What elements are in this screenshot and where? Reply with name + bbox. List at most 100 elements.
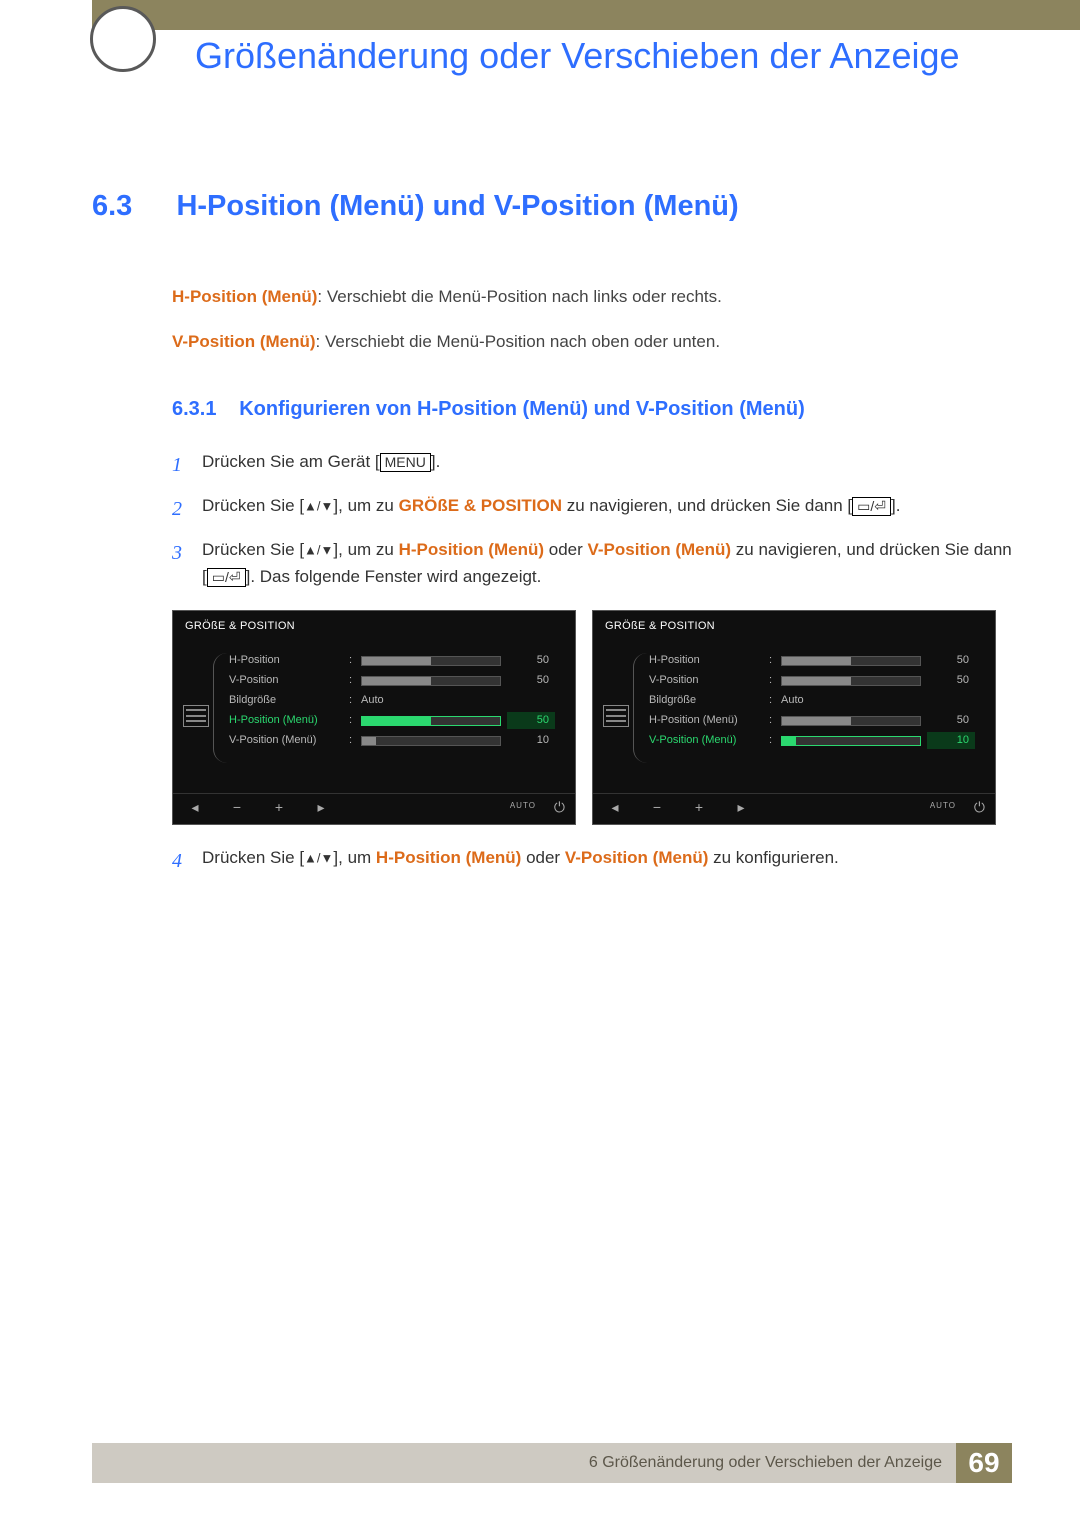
step-1-pre: Drücken Sie am Gerät [ — [202, 452, 380, 471]
step-2-post1: zu navigieren, und drücken Sie dann [ — [562, 496, 852, 515]
osd-vpos-value: 50 — [927, 672, 975, 690]
osd-row-hpos: H-Position: 50 — [643, 651, 981, 671]
subsection-title: Konfigurieren von H-Position (Menü) und … — [239, 398, 805, 420]
select-enter-icon: ▭/⏎ — [207, 568, 246, 587]
nav-target: GRÖßE & POSITION — [399, 496, 562, 515]
term-v-position: V-Position (Menü) — [172, 332, 316, 351]
osd-row-vpos: V-Position: 50 — [223, 671, 561, 691]
osd-vmenu-slider — [361, 736, 501, 746]
subsection-heading: 6.3.1 Konfigurieren von H-Position (Menü… — [172, 393, 1012, 425]
osd-vmenu-value: 10 — [507, 732, 555, 750]
updown-icon: ▲/▼ — [304, 499, 333, 514]
osd-plus-icon: + — [687, 796, 711, 818]
step-2-pre: Drücken Sie [ — [202, 496, 304, 515]
osd-row-vpos: V-Position: 50 — [643, 671, 981, 691]
section: 6.3 H-Position (Menü) und V-Position (Me… — [92, 190, 1012, 889]
footer-caption: 6 Größenänderung oder Verschieben der An… — [92, 1443, 956, 1483]
osd-size-value: Auto — [361, 692, 561, 710]
desc-h-position: : Verschiebt die Menü-Position nach link… — [317, 287, 721, 306]
osd-footer: ◂ − + ▸ AUTO ⏻ — [173, 793, 575, 824]
osd-vmenu-slider — [781, 736, 921, 746]
select-enter-icon: ▭/⏎ — [852, 497, 891, 516]
chapter-title: Größenänderung oder Verschieben der Anze… — [195, 34, 1010, 77]
osd-size-value: Auto — [781, 692, 981, 710]
osd-hpos-label: H-Position — [229, 652, 349, 670]
osd-fwd-icon: ▸ — [309, 796, 333, 818]
osd-panel-v: GRÖßE & POSITION H-Position: 50 V-Positi… — [592, 610, 996, 825]
step-4-pre: Drücken Sie [ — [202, 848, 304, 867]
osd-hmenu-slider — [781, 716, 921, 726]
osd-hpos-label: H-Position — [649, 652, 769, 670]
osd-power-icon: ⏻ — [974, 796, 985, 818]
desc-v-position: : Verschiebt die Menü-Position nach oben… — [316, 332, 721, 351]
osd-panel-h: GRÖßE & POSITION H-Position: 50 V-Positi… — [172, 610, 576, 825]
step-2: 2 Drücken Sie [▲/▼], um zu GRÖßE & POSIT… — [172, 493, 1012, 525]
step-3-mid: ], um zu — [333, 540, 398, 559]
step-4-number: 4 — [172, 845, 202, 877]
intro-h: H-Position (Menü): Verschiebt die Menü-P… — [172, 283, 1012, 310]
step-1-post: ]. — [431, 452, 440, 471]
osd-title: GRÖßE & POSITION — [173, 611, 575, 643]
section-number: 6.3 — [92, 190, 172, 223]
section-title: H-Position (Menü) und V-Position (Menü) — [176, 190, 738, 223]
osd-curve — [633, 653, 647, 763]
osd-row-hmenu-selected: H-Position (Menü): 50 — [223, 711, 561, 731]
osd-auto-label: AUTO — [510, 800, 536, 813]
step-3-pre: Drücken Sie [ — [202, 540, 304, 559]
header-strip — [92, 0, 1080, 30]
osd-back-icon: ◂ — [183, 796, 207, 818]
osd-back-icon: ◂ — [603, 796, 627, 818]
osd-size-label: Bildgröße — [229, 692, 349, 710]
osd-row-vmenu-selected: V-Position (Menü): 10 — [643, 731, 981, 751]
osd-vmenu-label: V-Position (Menü) — [649, 732, 769, 750]
osd-row-hmenu: H-Position (Menü): 50 — [643, 711, 981, 731]
osd-hmenu-label: H-Position (Menü) — [229, 712, 349, 730]
osd-vpos-value: 50 — [507, 672, 555, 690]
osd-hmenu-value: 50 — [507, 712, 555, 730]
osd-minus-icon: − — [645, 796, 669, 818]
osd-vpos-label: V-Position — [649, 672, 769, 690]
term-h-position: H-Position (Menü) — [172, 287, 317, 306]
osd-row-hpos: H-Position: 50 — [223, 651, 561, 671]
footer-page-number: 69 — [956, 1443, 1012, 1483]
osd-minus-icon: − — [225, 796, 249, 818]
osd-plus-icon: + — [267, 796, 291, 818]
osd-row-size: Bildgröße: Auto — [643, 691, 981, 711]
osd-vpos-label: V-Position — [229, 672, 349, 690]
osd-vmenu-value: 10 — [927, 732, 975, 750]
opt-v-menu: V-Position (Menü) — [588, 540, 732, 559]
chapter-badge — [90, 6, 156, 72]
opt-h-menu: H-Position (Menü) — [376, 848, 521, 867]
opt-v-menu: V-Position (Menü) — [565, 848, 709, 867]
osd-hmenu-value: 50 — [927, 712, 975, 730]
osd-row-size: Bildgröße: Auto — [223, 691, 561, 711]
osd-vpos-slider — [361, 676, 501, 686]
step-3-post2: ]. Das folgende Fenster wird angezeigt. — [246, 567, 542, 586]
step-2-number: 2 — [172, 493, 202, 525]
osd-hpos-value: 50 — [507, 652, 555, 670]
osd-auto-label: AUTO — [930, 800, 956, 813]
updown-icon: ▲/▼ — [304, 850, 333, 865]
osd-footer: ◂ − + ▸ AUTO ⏻ — [593, 793, 995, 824]
osd-hpos-slider — [781, 656, 921, 666]
subsection-number: 6.3.1 — [172, 398, 216, 420]
osd-category-icon — [603, 705, 629, 727]
intro-v: V-Position (Menü): Verschiebt die Menü-P… — [172, 328, 1012, 355]
updown-icon: ▲/▼ — [304, 543, 333, 558]
step-3: 3 Drücken Sie [▲/▼], um zu H-Position (M… — [172, 537, 1012, 590]
opt-h-menu: H-Position (Menü) — [399, 540, 544, 559]
step-4: 4 Drücken Sie [▲/▼], um H-Position (Menü… — [172, 845, 1012, 877]
osd-vpos-slider — [781, 676, 921, 686]
osd-hpos-slider — [361, 656, 501, 666]
page-footer: 6 Größenänderung oder Verschieben der An… — [92, 1443, 1012, 1483]
osd-fwd-icon: ▸ — [729, 796, 753, 818]
osd-vmenu-label: V-Position (Menü) — [229, 732, 349, 750]
osd-screens: GRÖßE & POSITION H-Position: 50 V-Positi… — [172, 610, 1012, 825]
menu-key: MENU — [380, 453, 431, 472]
step-3-number: 3 — [172, 537, 202, 569]
osd-hpos-value: 50 — [927, 652, 975, 670]
step-2-post2: ]. — [891, 496, 900, 515]
osd-power-icon: ⏻ — [554, 796, 565, 818]
step-4-mid: ], um — [333, 848, 376, 867]
step-4-or: oder — [521, 848, 564, 867]
